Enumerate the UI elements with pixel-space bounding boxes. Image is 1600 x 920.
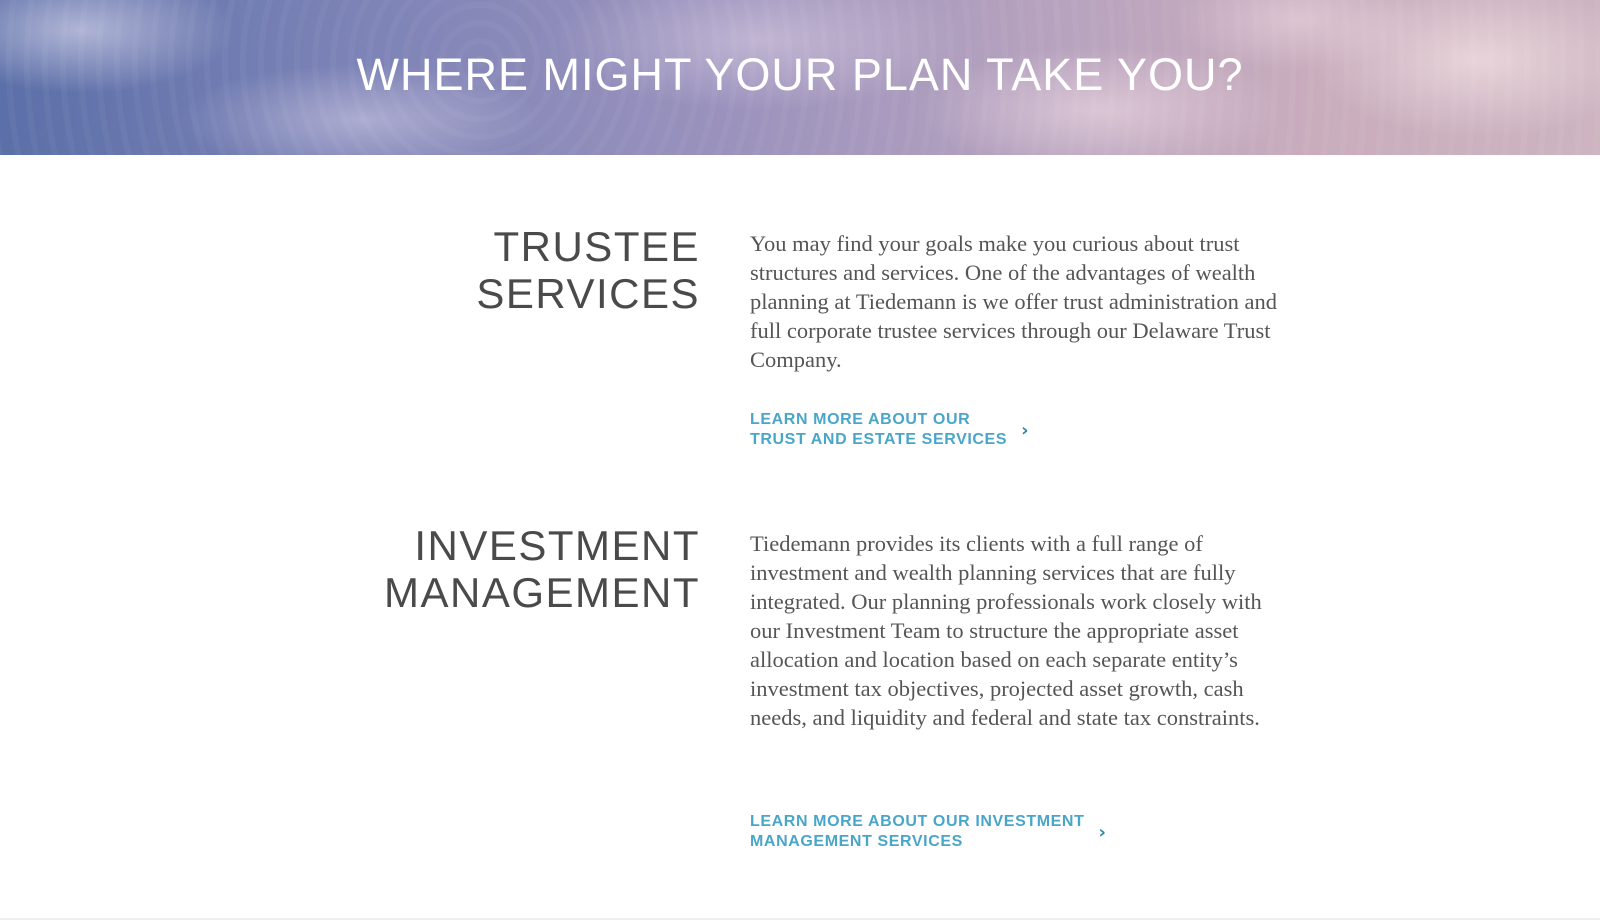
link-text: LEARN MORE ABOUT OUR INVESTMENT MANAGEME… (750, 812, 1084, 852)
section-body-text: Tiedemann provides its clients with a fu… (750, 531, 1262, 730)
section-heading-line: MANAGEMENT (383, 569, 700, 616)
hero-banner: WHERE MIGHT YOUR PLAN TAKE YOU? (0, 0, 1600, 155)
hero-title: WHERE MIGHT YOUR PLAN TAKE YOU? (356, 49, 1244, 100)
link-text: LEARN MORE ABOUT OUR TRUST AND ESTATE SE… (750, 410, 1007, 450)
link-text-line: LEARN MORE ABOUT OUR INVESTMENT (750, 813, 1085, 830)
learn-more-trust-link[interactable]: LEARN MORE ABOUT OUR TRUST AND ESTATE SE… (750, 410, 1029, 450)
chevron-right-icon: › (1098, 821, 1106, 843)
section-heading-line: INVESTMENT (414, 522, 700, 569)
link-text-line: LEARN MORE ABOUT OUR (750, 411, 971, 428)
section-heading: INVESTMENT MANAGEMENT (384, 522, 700, 616)
section-heading: TRUSTEE SERVICES (476, 223, 700, 317)
chevron-right-icon: › (1021, 419, 1029, 441)
learn-more-investment-link[interactable]: LEARN MORE ABOUT OUR INVESTMENT MANAGEME… (750, 812, 1106, 852)
bottom-divider (0, 918, 1600, 920)
section-heading-line: SERVICES (476, 270, 700, 317)
link-text-line: MANAGEMENT SERVICES (750, 833, 963, 850)
section-body-text: You may find your goals make you curious… (750, 231, 1278, 372)
section-heading-line: TRUSTEE (493, 223, 700, 270)
link-text-line: TRUST AND ESTATE SERVICES (750, 431, 1008, 448)
